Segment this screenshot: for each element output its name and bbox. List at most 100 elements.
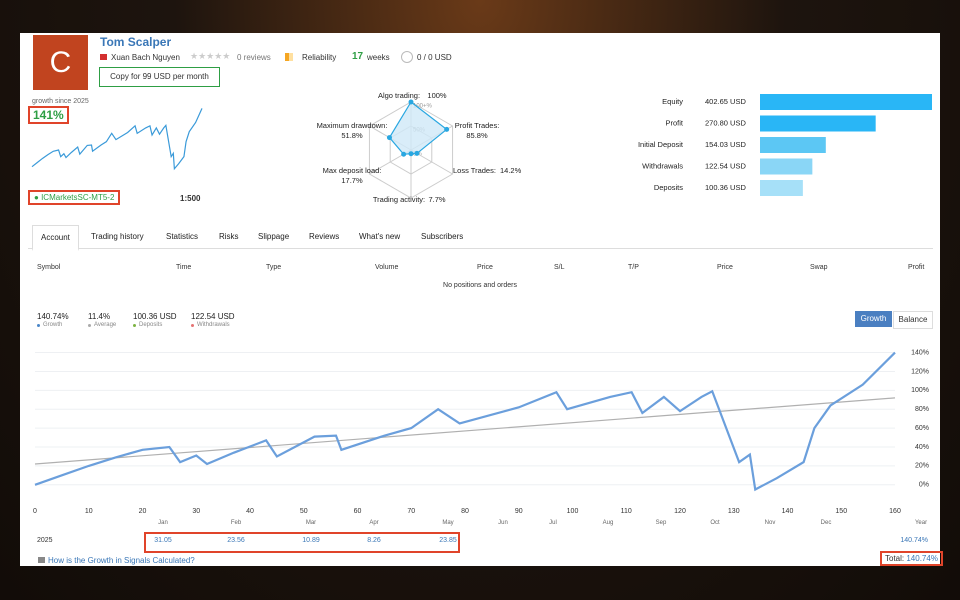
stat-value: 11.4%: [88, 312, 111, 321]
column-header: Price: [717, 264, 733, 271]
radar-label: Profit Trades:: [455, 121, 500, 130]
reviews[interactable]: 0 reviews: [237, 53, 271, 62]
stat-label: Growth: [43, 322, 63, 328]
month-label: Dec: [820, 520, 832, 526]
stat-value: 122.54 USD: [191, 312, 235, 321]
stat-dot: [191, 324, 194, 327]
y-tick-label: 140%: [911, 349, 929, 356]
y-tick-label: 100%: [911, 387, 929, 394]
author[interactable]: Xuan Bach Nguyen: [111, 53, 180, 62]
tab[interactable]: Subscribers: [421, 232, 464, 241]
y-tick-label: 20%: [915, 463, 929, 470]
bar-value: 154.03 USD: [705, 140, 746, 149]
tab[interactable]: What's new: [359, 232, 401, 241]
growth-label: growth since 2025: [32, 98, 89, 105]
radar-point: [401, 151, 407, 157]
tab[interactable]: Reviews: [309, 232, 340, 241]
bar: [760, 115, 876, 132]
x-tick-label: 70: [407, 508, 415, 515]
radar-label: Max deposit load:: [323, 166, 382, 175]
x-tick-label: 20: [139, 508, 147, 515]
signal-name[interactable]: Tom Scalper: [100, 35, 172, 49]
toggle-button[interactable]: Growth: [855, 311, 892, 327]
radar-value: 51.8%: [341, 131, 363, 140]
weeks-label: weeks: [367, 53, 390, 62]
total: Total: 140.74%: [880, 551, 943, 566]
x-tick-label: 160: [889, 508, 901, 515]
broker[interactable]: ● ICMarketsSC-MT5-2: [28, 190, 121, 205]
radar-point: [414, 150, 420, 156]
tab[interactable]: Slippage: [258, 232, 290, 241]
month-value: 10.89: [302, 537, 320, 544]
x-tick-label: 140: [782, 508, 794, 515]
y-tick-label: 80%: [915, 406, 929, 413]
copy-button[interactable]: Copy for 99 USD per month: [99, 67, 220, 87]
x-tick-label: 0: [33, 508, 37, 515]
radar-value: 7.7%: [428, 195, 445, 204]
y-tick-label: 0%: [919, 482, 929, 489]
stat-label: Deposits: [139, 322, 163, 328]
year: 2025: [37, 537, 53, 544]
x-tick-label: 100: [567, 508, 579, 515]
reliability: Reliability: [302, 53, 337, 62]
tab[interactable]: Statistics: [166, 232, 199, 241]
month-value: 8.26: [367, 537, 381, 544]
tab[interactable]: Account: [32, 225, 79, 251]
x-tick-label: 150: [835, 508, 847, 515]
stars: ★★★★★: [190, 51, 231, 61]
flag: [100, 54, 107, 60]
bar-label: Equity: [662, 97, 683, 106]
y-tick-label: 40%: [915, 444, 929, 451]
month-label: Jan: [158, 520, 168, 526]
column-header: Type: [266, 264, 282, 271]
column-header: Price: [477, 264, 493, 271]
ytd: 140.74%: [900, 537, 928, 544]
broker-name[interactable]: ICMarketsSC-MT5-2: [41, 193, 115, 202]
radar-value: 85.8%: [466, 131, 488, 140]
x-tick-label: 80: [461, 508, 469, 515]
stat-value: 100.36 USD: [133, 312, 177, 321]
toggle-button[interactable]: Balance: [893, 311, 933, 329]
bar: [760, 94, 932, 110]
footer-link[interactable]: How is the Growth in Signals Calculated?: [48, 556, 195, 565]
bar-value: 402.65 USD: [705, 97, 746, 106]
x-tick-label: 120: [674, 508, 686, 515]
column-header: Symbol: [37, 264, 61, 271]
bar-value: 122.54 USD: [705, 161, 746, 170]
month-label: Sep: [655, 520, 667, 526]
radar-point: [408, 99, 414, 105]
y-tick-label: 60%: [915, 425, 929, 432]
bar: [760, 180, 803, 196]
month-label: Mar: [305, 520, 317, 526]
stat-dot: [37, 324, 40, 327]
empty-table: No positions and orders: [443, 282, 517, 289]
column-header: T/P: [628, 264, 639, 271]
radar-point: [408, 151, 414, 157]
bar-value: 100.36 USD: [705, 183, 746, 192]
bar-label: Withdrawals: [642, 161, 683, 170]
sparkline: [31, 108, 203, 171]
x-tick-label: 60: [354, 508, 362, 515]
radar-point: [386, 135, 392, 141]
month-label: Feb: [230, 520, 242, 526]
trend-line: [34, 397, 896, 465]
year-column: Year: [914, 520, 928, 526]
x-tick-label: 130: [728, 508, 740, 515]
stat-label: Average: [94, 322, 117, 328]
tab[interactable]: Risks: [219, 232, 239, 241]
month-value: 23.85: [439, 537, 457, 544]
stat-dot: [88, 324, 91, 327]
month-label: Jun: [498, 520, 508, 526]
x-tick-label: 90: [515, 508, 523, 515]
radar-label: Trading activity:: [373, 195, 425, 204]
bar: [760, 158, 813, 175]
radar-point: [444, 126, 450, 132]
radar-label: Maximum drawdown:: [317, 121, 388, 130]
x-tick-label: 10: [85, 508, 93, 515]
y-tick-label: 120%: [911, 368, 929, 375]
tab[interactable]: Trading history: [91, 232, 144, 241]
stat-label: Withdrawals: [197, 322, 230, 328]
growth-line: [34, 351, 896, 492]
link-icon: [38, 557, 45, 563]
